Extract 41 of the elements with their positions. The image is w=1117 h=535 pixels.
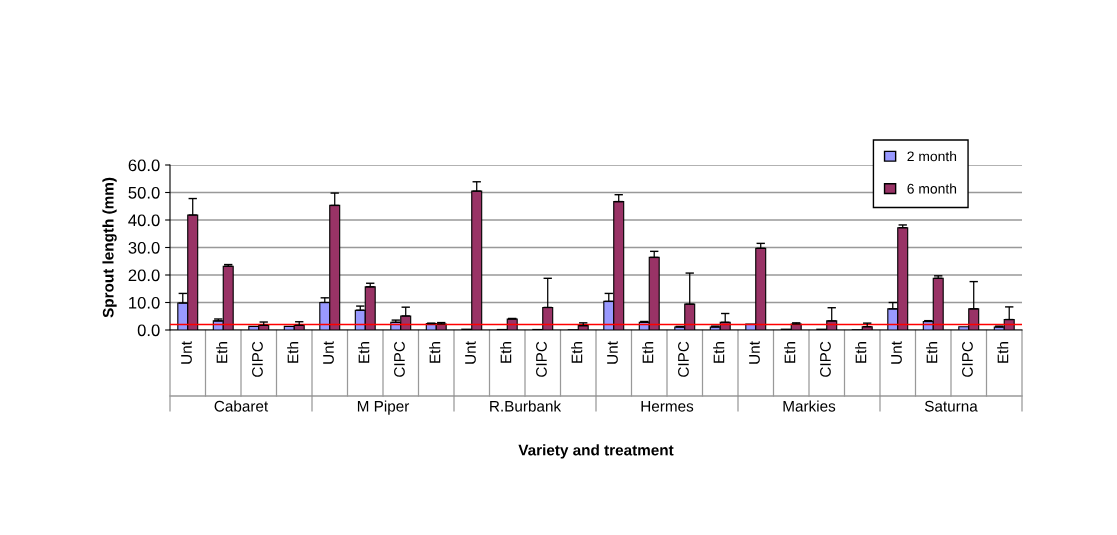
x-axis-title: Variety and treatment [518,444,674,459]
x-tick-label: Unt [465,341,476,364]
text: Hermes [641,400,694,412]
y-tick-label: 0.0 [137,324,160,337]
x-tick-label: Eth [926,342,938,363]
y-tick-label: 60.0 [128,159,160,172]
x-tick-label: CIPC [536,341,547,377]
x-tick-label: Unt [181,341,192,364]
y-tick-label: 20.0 [128,269,160,282]
y-axis-title: Sprout length (mm) [102,177,117,318]
x-tick-label: Unt [749,341,760,364]
x-tick-label: Eth [642,342,654,363]
text: Markies [783,400,836,412]
x-tick-label: Eth [287,342,299,363]
x-tick-label: CIPC [678,341,689,377]
x-tick-label: Eth [784,342,796,363]
x-tick-label: Unt [607,341,618,364]
x-tick-label: CIPC [820,341,831,377]
x-tick-label: Eth [997,342,1009,363]
legend-label: 2 month [907,151,957,162]
text: R.Burbank [490,400,562,412]
y-tick-label: 50.0 [128,186,160,199]
x-tick-label: Eth [216,342,228,363]
x-tick-label: CIPC [394,341,405,377]
x-tick-label: CIPC [252,341,263,377]
text: M Piper [357,400,410,415]
y-tick-label: 10.0 [129,296,160,309]
x-tick-label: Eth [571,342,583,363]
x-tick-label: Eth [713,342,725,363]
y-tick-label: 30.0 [128,241,160,254]
x-tick-label: Eth [855,342,867,363]
x-tick-label: Unt [323,341,334,364]
legend-label: 6 month [907,183,957,194]
x-tick-label: Unt [891,341,902,364]
x-tick-label: Eth [429,342,441,363]
x-tick-label: Eth [500,342,512,363]
x-tick-label: Eth [358,342,370,363]
text: Saturna [924,400,978,412]
y-tick-label: 40.0 [128,214,160,227]
x-tick-label: CIPC [962,341,973,377]
text: Cabaret [214,400,269,412]
